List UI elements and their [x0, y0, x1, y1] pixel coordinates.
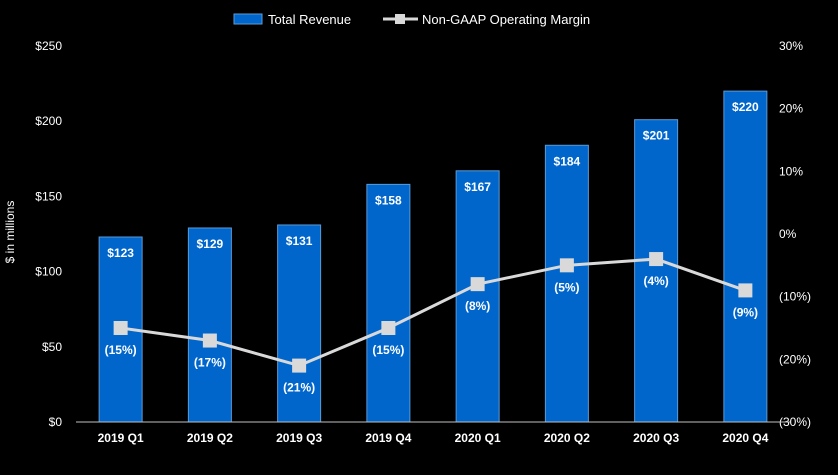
line-marker [470, 277, 485, 292]
bar-data-label: $123 [107, 246, 134, 260]
legend: Total Revenue Non-GAAP Operating Margin [233, 12, 590, 27]
x-axis: 2019 Q1 2019 Q2 2019 Q3 2019 Q4 2020 Q1 2020 … [98, 431, 769, 445]
y-tick-label: $150 [35, 189, 62, 203]
bar-data-label: $129 [197, 237, 224, 251]
bar-data-label: $131 [286, 234, 313, 248]
y2-tick-label: 0% [779, 227, 797, 241]
legend-swatch-total-revenue [233, 13, 263, 25]
line-marker [559, 258, 574, 273]
line-data-label: (21%) [283, 381, 315, 395]
x-tick-label: 2020 Q4 [722, 431, 768, 445]
y-axis-title: $ in millions [3, 201, 17, 264]
legend-label-operating-margin: Non-GAAP Operating Margin [422, 12, 590, 27]
bar-series: $123 $129 $131 $158 $167 $184 $201 $220 [98, 90, 768, 423]
x-tick-label: 2019 Q1 [98, 431, 144, 445]
y-tick-label: $100 [35, 265, 62, 279]
y-tick-label: $250 [35, 39, 62, 53]
y-axis-left: $0 $50 $100 $150 $200 $250 [35, 39, 62, 429]
bar-data-label: $184 [554, 154, 581, 168]
bar [455, 170, 500, 423]
x-tick-label: 2019 Q4 [365, 431, 411, 445]
line-data-label: (4%) [643, 274, 668, 288]
y-tick-label: $0 [49, 415, 63, 429]
x-tick-label: 2020 Q2 [544, 431, 590, 445]
y-tick-label: $50 [42, 340, 62, 354]
line-path [120, 257, 746, 368]
bar [634, 119, 679, 423]
x-tick-label: 2020 Q3 [633, 431, 679, 445]
line-data-label: (8%) [465, 299, 490, 313]
line-marker [292, 358, 307, 373]
x-tick-label: 2019 Q3 [276, 431, 322, 445]
legend-marker-operating-margin [395, 14, 405, 24]
y-tick-label: $200 [35, 114, 62, 128]
x-tick-label: 2020 Q1 [455, 431, 501, 445]
y2-tick-label: 20% [779, 102, 803, 116]
bar-data-label: $167 [464, 180, 491, 194]
line-marker [649, 252, 664, 267]
line-series: (15%) (17%) (21%) (15%) (8%) (5%) (4%) (9%) [105, 252, 758, 395]
y2-tick-label: (20%) [779, 352, 811, 366]
y-axis-right: (30%) (20%) (10%) 0% 10% 20% 30% [779, 39, 811, 429]
bar-data-label: $158 [375, 193, 402, 207]
bar [723, 90, 768, 423]
legend-label-total-revenue: Total Revenue [268, 12, 351, 27]
y2-tick-label: (10%) [779, 290, 811, 304]
y2-tick-label: (30%) [779, 415, 811, 429]
y2-tick-label: 10% [779, 164, 803, 178]
line-data-label: (9%) [733, 305, 758, 319]
bar [366, 183, 411, 423]
x-tick-label: 2019 Q2 [187, 431, 233, 445]
line-marker [113, 321, 128, 335]
line-data-label: (17%) [194, 356, 226, 370]
y2-tick-label: 30% [779, 39, 803, 53]
bar [544, 144, 589, 423]
line-marker [381, 321, 396, 335]
bar-data-label: $220 [732, 100, 759, 114]
bar-data-label: $201 [643, 129, 670, 143]
line-data-label: (15%) [372, 343, 404, 357]
line-data-label: (15%) [105, 343, 137, 357]
line-marker [202, 333, 217, 348]
line-data-label: (5%) [554, 280, 579, 294]
line-marker [738, 283, 753, 298]
bar [187, 227, 232, 423]
